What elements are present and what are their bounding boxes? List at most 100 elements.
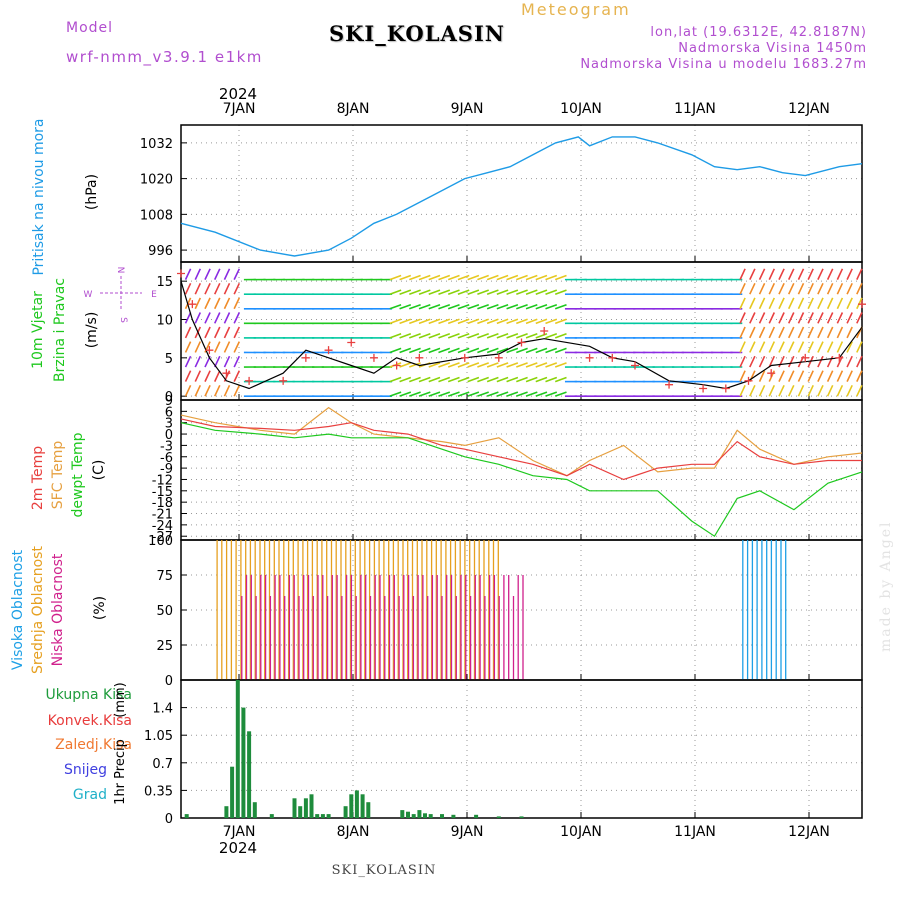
precip-bar xyxy=(423,813,427,818)
rose-s: S xyxy=(118,317,128,323)
wind-barb xyxy=(807,282,814,295)
wind-barb xyxy=(438,333,451,339)
wind-ylabel-1: 10m Vjetar xyxy=(30,291,46,369)
wind-gust-marker xyxy=(188,300,197,309)
wind-barb xyxy=(233,268,241,280)
wind-barb xyxy=(486,289,499,295)
wind-barb xyxy=(399,347,412,354)
wind-barb xyxy=(194,268,202,280)
wind-barb xyxy=(233,384,241,397)
precip-bar xyxy=(292,798,297,818)
wind-gust-marker xyxy=(858,300,866,309)
wind-barb xyxy=(467,391,480,397)
wind-barb xyxy=(826,370,834,382)
precip-bar xyxy=(247,731,252,818)
wind-barb xyxy=(516,318,528,325)
y-tick-label: 1020 xyxy=(140,173,173,188)
wind-barb xyxy=(467,303,480,310)
wind-barb xyxy=(438,274,451,281)
wind-barb xyxy=(184,355,192,368)
wind-barb xyxy=(438,347,451,354)
day-label-top: 9JAN xyxy=(451,101,484,117)
precip-bar xyxy=(303,798,308,818)
wind-barb xyxy=(525,347,538,354)
wind-barb xyxy=(739,341,746,353)
wind-barb xyxy=(787,312,795,324)
wind-barb xyxy=(856,282,863,295)
wind-barb xyxy=(545,289,558,295)
y-tick-label: 0 xyxy=(165,812,173,827)
wind-barb xyxy=(486,347,499,354)
wind-ylabel-2: Brzina i Pravac xyxy=(52,278,68,382)
wind-gust-marker xyxy=(415,353,424,362)
precip-bar xyxy=(320,814,325,818)
y-tick-label: 3 xyxy=(165,417,173,432)
precip-bar xyxy=(360,794,365,818)
wind-barb xyxy=(758,384,766,397)
y-tick-label: 9 xyxy=(165,394,173,409)
wind-barb xyxy=(545,391,558,397)
wind-barb xyxy=(204,282,211,295)
wind-barb xyxy=(389,333,402,339)
precip-bar xyxy=(326,814,331,818)
wind-barb xyxy=(787,355,795,368)
wind-barb xyxy=(457,391,470,397)
temp-unit: (C) xyxy=(91,460,107,481)
wind-barb xyxy=(418,289,431,295)
wind-barb xyxy=(545,274,558,281)
wind-barb xyxy=(749,355,756,368)
wind-barb xyxy=(826,312,834,324)
day-label-bottom: 12JAN xyxy=(788,824,830,840)
temp-label-sfc: SFC Temp xyxy=(50,441,66,510)
wind-barb xyxy=(467,376,480,383)
precip-bar xyxy=(315,814,320,818)
y-tick-label: 0.35 xyxy=(144,784,173,799)
wind-gust-marker xyxy=(721,384,730,393)
wind-barb xyxy=(826,326,834,339)
wind-barb xyxy=(807,312,814,324)
wind-barb xyxy=(758,312,766,324)
wind-barb xyxy=(477,303,489,310)
wind-gust-marker xyxy=(245,376,254,385)
wind-barb xyxy=(184,341,192,353)
temp-frame xyxy=(180,399,863,541)
wind-barb xyxy=(787,384,795,397)
wind-barb xyxy=(428,333,441,339)
wind-barb xyxy=(817,341,824,353)
year-label-bottom: 2024 xyxy=(219,839,257,857)
wind-barb xyxy=(739,282,746,295)
wind-barb xyxy=(739,355,746,368)
precip-bar xyxy=(298,806,303,818)
day-label-top: 10JAN xyxy=(560,101,602,117)
wind-barb xyxy=(826,297,834,310)
precip-label-grad: Grad xyxy=(73,787,107,803)
y-tick-label: -12 xyxy=(152,473,173,488)
wind-barb xyxy=(194,297,202,310)
wind-barb xyxy=(486,362,499,368)
wind-barb xyxy=(223,355,231,368)
wind-barb xyxy=(438,376,451,383)
wind-barb xyxy=(787,282,795,295)
wind-barb xyxy=(194,370,202,382)
precip-label-frz: Zaledj.Kisa xyxy=(55,737,132,753)
wind-barb xyxy=(486,376,499,383)
cloud-label-mid: Srednja Oblacnost xyxy=(30,546,46,674)
wind-barb xyxy=(535,347,548,354)
wind-barb xyxy=(758,370,766,382)
wind-barb xyxy=(477,333,489,339)
wind-barb xyxy=(477,391,489,397)
cloud-unit: (%) xyxy=(92,596,108,620)
y-tick-label: 0 xyxy=(165,390,173,405)
wind-barb xyxy=(223,312,231,324)
wind-barb xyxy=(768,268,776,280)
wind-barb xyxy=(409,289,421,295)
wind-barb xyxy=(787,297,795,310)
wind-barb xyxy=(856,355,863,368)
wind-barb xyxy=(194,384,202,397)
wind-barb xyxy=(233,370,241,382)
wind-barb xyxy=(409,391,421,397)
wind-barb xyxy=(496,289,509,295)
wind-barb xyxy=(428,318,441,325)
precip-bar xyxy=(309,794,314,818)
wind-barb xyxy=(817,282,824,295)
